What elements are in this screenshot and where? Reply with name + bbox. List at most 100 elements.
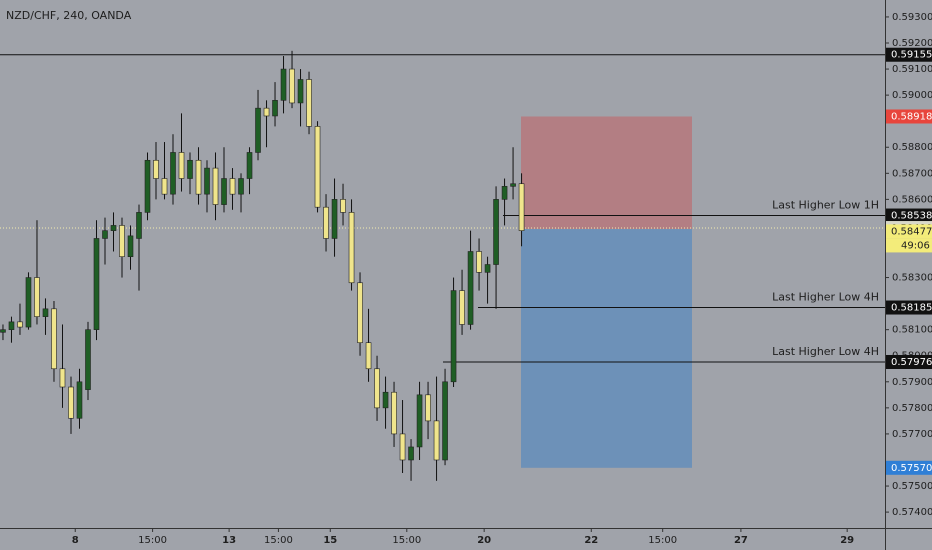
candle-body — [246, 152, 253, 179]
candle-body — [501, 186, 508, 200]
candle-body — [297, 79, 304, 104]
price-badge-label: 0.58185 — [891, 303, 932, 314]
candle-body — [8, 321, 15, 330]
candle-body — [374, 368, 380, 409]
x-tick-label: 8 — [72, 535, 79, 546]
candle-body — [467, 251, 474, 325]
price-badge-label: 0.59155 — [891, 50, 932, 61]
countdown-label: 49:06 — [901, 240, 930, 251]
candle-body — [68, 386, 74, 419]
candle-body — [102, 230, 108, 239]
stop-zone — [521, 116, 692, 230]
price-badge-label: 0.58918 — [891, 111, 932, 122]
price-badge-label: 0.58538 — [891, 211, 932, 222]
candle-body — [229, 178, 236, 195]
candle-body — [0, 329, 6, 333]
price-badge — [886, 354, 932, 369]
candle-body — [272, 100, 278, 117]
candle-body — [238, 178, 244, 195]
x-tick-label: 15:00 — [138, 535, 167, 546]
candle-body — [161, 178, 168, 195]
y-tick-label: 0.58800 — [892, 142, 932, 153]
y-tick-label: 0.59300 — [892, 12, 932, 23]
candle-body — [340, 199, 346, 213]
y-tick-label: 0.59100 — [892, 64, 932, 75]
candle-body — [348, 212, 355, 284]
candle-body — [195, 159, 202, 195]
y-tick-label: 0.57900 — [892, 377, 932, 388]
candle-body — [204, 167, 210, 195]
level-annotation: Last Higher Low 4H — [772, 345, 879, 358]
price-badge-label: 0.57570 — [891, 463, 932, 474]
candle-body — [331, 199, 338, 239]
chart-title: NZD/CHF, 240, OANDA — [6, 9, 132, 22]
price-badge — [886, 460, 932, 475]
candle-body — [442, 381, 448, 461]
candle-body — [391, 391, 397, 435]
candle-body — [416, 394, 423, 448]
candle-body — [399, 433, 406, 461]
candle-body — [365, 342, 372, 370]
x-tick-label: 15 — [323, 535, 337, 546]
candle-body — [493, 199, 499, 265]
x-tick-label: 15:00 — [392, 535, 421, 546]
y-tick-label: 0.59200 — [892, 38, 932, 49]
candle-body — [76, 381, 83, 419]
y-tick-label: 0.58700 — [892, 168, 932, 179]
plot-area: Last Higher Low 1H Last Higher Low 4H Last… — [0, 50, 885, 481]
countdown-badge — [886, 238, 932, 253]
price-badge — [886, 208, 932, 223]
candle-body — [85, 329, 91, 390]
candle-body — [518, 183, 525, 231]
price-badge — [886, 224, 932, 239]
candle-body — [51, 308, 57, 370]
x-tick-label: 15:00 — [264, 535, 293, 546]
x-tick-label: 20 — [477, 535, 491, 546]
candle-body — [450, 290, 457, 383]
x-tick-label: 15:00 — [648, 535, 677, 546]
candle-body — [382, 391, 389, 409]
candle-body — [212, 167, 219, 205]
y-tick-label: 0.58100 — [892, 325, 932, 336]
price-badge-label: 0.58477 — [891, 226, 932, 237]
y-tick-label: 0.59000 — [892, 90, 932, 101]
y-tick-label: 0.57700 — [892, 429, 932, 440]
y-tick-label: 0.58300 — [892, 273, 932, 284]
candle-body — [25, 277, 32, 328]
y-tick-label: 0.58600 — [892, 194, 932, 205]
candle-body — [59, 368, 66, 388]
candle-body — [187, 159, 193, 179]
candle-body — [153, 159, 159, 179]
candle-body — [127, 235, 134, 258]
candle-body — [433, 420, 440, 461]
candle-body — [178, 152, 185, 179]
candle-body — [263, 107, 270, 117]
price-badge-label: 0.57976 — [891, 357, 932, 368]
candle-body — [34, 277, 40, 317]
candle-body — [221, 178, 227, 205]
x-tick-label: 29 — [840, 535, 854, 546]
x-tick-label: 22 — [584, 535, 598, 546]
candle-body — [484, 264, 491, 273]
candle-body — [119, 225, 125, 258]
candle-body — [170, 152, 176, 195]
level-annotation: Last Higher Low 1H — [772, 199, 879, 212]
price-badge — [886, 47, 932, 62]
candle-body — [408, 446, 414, 461]
candle-body — [136, 212, 142, 239]
y-tick-label: 0.57800 — [892, 403, 932, 414]
candle-body — [314, 126, 321, 208]
price-badge — [886, 300, 932, 315]
candle-body — [93, 238, 100, 330]
y-tick-label: 0.57400 — [892, 507, 932, 518]
y-tick-label: 0.57500 — [892, 481, 932, 492]
x-tick-label: 27 — [734, 535, 748, 546]
candle-body — [17, 321, 23, 328]
candle-body — [280, 68, 287, 101]
candle-body — [459, 290, 465, 325]
candle-body — [110, 225, 117, 231]
candle-body — [306, 79, 312, 127]
candle-body — [425, 394, 431, 422]
